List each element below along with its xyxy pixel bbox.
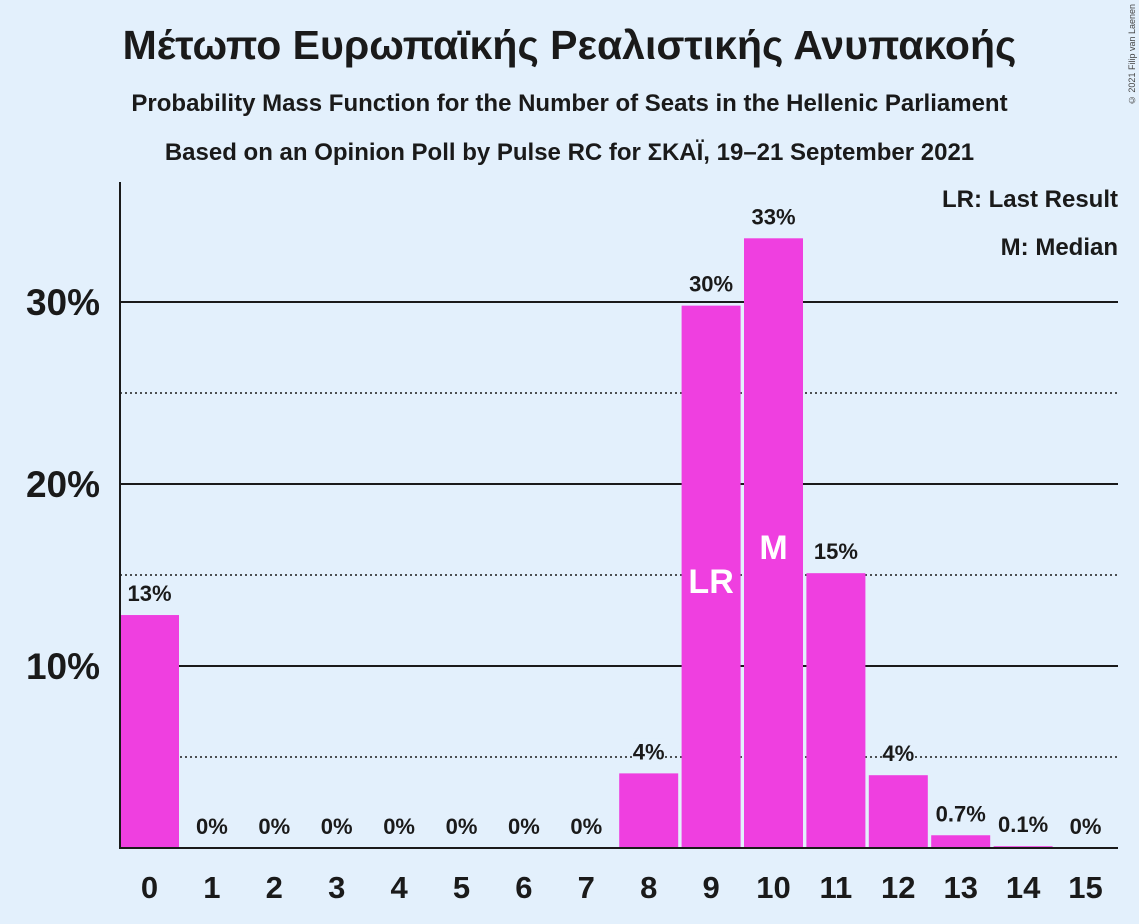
data-label-bg xyxy=(445,813,478,841)
data-label-bg xyxy=(995,811,1052,840)
y-tick-label: 20% xyxy=(26,464,100,505)
x-tick-label-15: 15 xyxy=(1068,870,1102,905)
median-marker: M xyxy=(759,529,787,567)
data-label-6: 0% xyxy=(508,814,540,839)
bar-11 xyxy=(806,573,866,848)
bar-0 xyxy=(120,615,179,848)
y-tick-label: 30% xyxy=(26,282,100,323)
data-label-bg xyxy=(258,813,291,841)
data-label-bg xyxy=(507,813,540,841)
data-label-14: 0.1% xyxy=(998,812,1048,837)
x-tick-label-5: 5 xyxy=(453,870,470,905)
data-label-3: 0% xyxy=(321,814,353,839)
data-label-7: 0% xyxy=(570,814,602,839)
x-tick-label-7: 7 xyxy=(578,870,595,905)
data-label-bg xyxy=(932,800,989,829)
x-tick-label-6: 6 xyxy=(515,870,532,905)
x-tick-label-11: 11 xyxy=(820,870,853,905)
data-label-13: 0.7% xyxy=(936,801,986,826)
x-tick-label-4: 4 xyxy=(390,870,408,905)
data-label-11: 15% xyxy=(814,539,858,564)
bar-13 xyxy=(931,835,991,848)
bar-8 xyxy=(619,773,679,848)
data-label-1: 0% xyxy=(196,814,228,839)
data-label-9: 30% xyxy=(689,272,733,297)
bar-9 xyxy=(681,305,741,848)
data-label-bg xyxy=(689,270,734,299)
x-tick-label-9: 9 xyxy=(702,870,719,905)
y-tick-label: 10% xyxy=(26,646,100,687)
data-label-2: 0% xyxy=(258,814,290,839)
x-tick-label-2: 2 xyxy=(266,870,283,905)
x-tick-label-1: 1 xyxy=(203,870,220,905)
last-result-marker: LR xyxy=(688,563,733,601)
x-tick-label-8: 8 xyxy=(640,870,657,905)
data-label-4: 0% xyxy=(383,814,415,839)
x-tick-label-0: 0 xyxy=(141,870,158,905)
data-label-bg xyxy=(813,538,858,567)
data-label-8: 4% xyxy=(633,739,665,764)
legend-median: M: Median xyxy=(1000,234,1118,261)
data-label-5: 0% xyxy=(446,814,478,839)
data-label-bg xyxy=(127,580,172,609)
data-label-bg xyxy=(751,203,796,232)
x-tick-label-3: 3 xyxy=(328,870,345,905)
data-label-bg xyxy=(320,813,353,841)
data-label-bg xyxy=(570,813,603,841)
bar-10 xyxy=(744,238,803,849)
data-label-bg xyxy=(1069,813,1102,841)
x-tick-label-14: 14 xyxy=(1006,870,1041,905)
data-label-12: 4% xyxy=(882,741,914,766)
x-tick-label-13: 13 xyxy=(943,870,977,905)
chart-source-line: Based on an Opinion Poll by Pulse RC for… xyxy=(164,139,975,166)
data-label-bg xyxy=(632,738,665,767)
x-tick-label-10: 10 xyxy=(756,870,790,905)
chart-subtitle: Probability Mass Function for the Number… xyxy=(131,90,1008,117)
data-label-15: 0% xyxy=(1070,814,1102,839)
bar-12 xyxy=(868,775,928,848)
data-label-bg xyxy=(195,813,228,841)
data-label-bg xyxy=(882,740,915,769)
x-tick-label-12: 12 xyxy=(881,870,915,905)
data-label-10: 33% xyxy=(751,204,795,229)
legend-last-result: LR: Last Result xyxy=(941,186,1118,213)
data-label-0: 13% xyxy=(127,581,171,606)
data-label-bg xyxy=(383,813,416,841)
chart-title: Μέτωπο Ευρωπαϊκής Ρεαλιστικής Ανυπακοής xyxy=(122,22,1017,68)
